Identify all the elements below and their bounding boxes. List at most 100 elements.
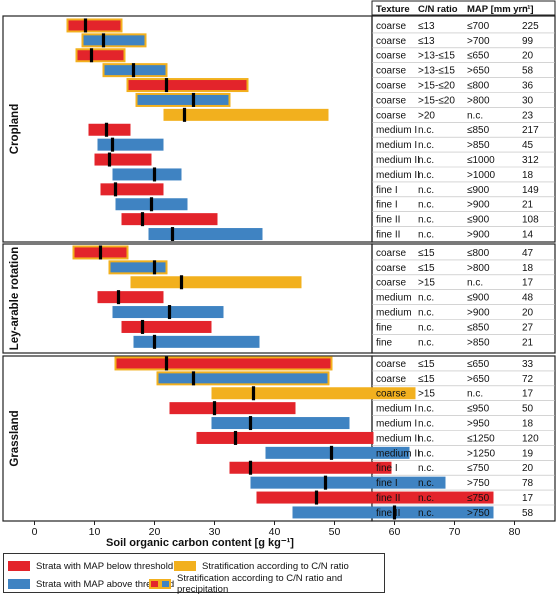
cell-n: 20 (522, 463, 534, 474)
median-marker (98, 245, 103, 260)
cell-n: 14 (522, 230, 534, 241)
x-tick-label: 50 (329, 526, 341, 538)
cell-map: ≤950 (467, 404, 490, 415)
table-frame (371, 243, 556, 354)
cell-texture: medium II (376, 433, 420, 444)
cell-cn-ratio: n.c. (418, 308, 434, 319)
cell-cn-ratio: n.c. (418, 215, 434, 226)
cell-n: 108 (522, 215, 539, 226)
x-tick-label: 30 (209, 526, 221, 538)
cell-map: n.c. (467, 278, 483, 289)
bar (148, 228, 263, 241)
cell-texture: coarse (376, 248, 406, 259)
cell-cn-ratio: n.c. (418, 140, 434, 151)
cell-texture: medium I (376, 419, 417, 430)
cell-n: 23 (522, 110, 534, 121)
bar (81, 33, 147, 48)
bar (75, 48, 126, 63)
cell-map: ≤650 (467, 51, 490, 62)
median-marker (329, 445, 334, 460)
cell-cn-ratio: >15 (418, 278, 435, 289)
median-marker (233, 430, 238, 445)
cell-map: >750 (467, 478, 490, 489)
table-header-0: Texture (376, 4, 410, 15)
cell-map: ≤800 (467, 248, 490, 259)
cell-n: 312 (522, 155, 539, 166)
cell-texture: fine II (376, 215, 400, 226)
bar (211, 417, 350, 430)
table-header-box (371, 0, 556, 16)
bar (229, 461, 392, 474)
cell-map: ≤850 (467, 125, 490, 136)
bar (94, 153, 152, 166)
cell-map: ≤900 (467, 185, 490, 196)
cell-n: 45 (522, 140, 534, 151)
cell-cn-ratio: ≤13 (418, 36, 435, 47)
cell-n: 18 (522, 419, 534, 430)
cell-texture: fine (376, 322, 393, 333)
table-frame (371, 15, 556, 243)
legend-item-combo: Stratification according to C/N ratio an… (149, 573, 384, 595)
cell-map: >650 (467, 374, 490, 385)
legend-swatch-above (8, 579, 30, 589)
bar (163, 108, 329, 121)
bar (97, 291, 164, 304)
bar (256, 491, 494, 504)
cell-map: ≤900 (467, 293, 490, 304)
cell-n: 33 (522, 359, 534, 370)
cell-map: >1000 (467, 170, 496, 181)
cell-map: >700 (467, 36, 490, 47)
median-marker (131, 63, 136, 78)
legend-swatch-below (8, 561, 30, 571)
median-marker (149, 197, 154, 212)
cell-texture: medium I (376, 125, 417, 136)
median-marker (167, 305, 172, 320)
bar (100, 183, 164, 196)
legend-swatch-cn (174, 561, 196, 571)
bar (88, 123, 131, 136)
cell-cn-ratio: n.c. (418, 230, 434, 241)
cell-n: 36 (522, 81, 534, 92)
median-marker (392, 505, 397, 520)
cell-texture: coarse (376, 278, 406, 289)
cell-texture: medium II (376, 155, 420, 166)
cell-n: 18 (522, 263, 534, 274)
cell-map: >850 (467, 337, 490, 348)
cell-texture: fine I (376, 200, 398, 211)
median-marker (170, 227, 175, 242)
median-marker (140, 319, 145, 334)
cell-cn-ratio: >13-≤15 (418, 66, 455, 77)
bar (156, 371, 330, 386)
median-marker (314, 490, 319, 505)
cell-texture: coarse (376, 359, 406, 370)
bar (265, 446, 410, 459)
legend-item-above: Strata with MAP above threshold (8, 578, 174, 590)
bar (130, 276, 302, 289)
cell-cn-ratio: >15 (418, 389, 435, 400)
cell-n: 20 (522, 308, 534, 319)
x-tick-label: 40 (269, 526, 281, 538)
bar (121, 213, 218, 226)
cell-n: 17 (522, 389, 534, 400)
cell-texture: medium (376, 308, 412, 319)
x-tick-label: 70 (449, 526, 461, 538)
cell-n: 99 (522, 36, 534, 47)
cell-n: 225 (522, 21, 539, 32)
cell-texture: medium I (376, 404, 417, 415)
cell-cn-ratio: ≤15 (418, 248, 435, 259)
group-label: Ley-arable rotation (9, 247, 21, 351)
cell-map: >900 (467, 230, 490, 241)
cell-n: 19 (522, 448, 534, 459)
x-axis-label: Soil organic carbon content [g kg⁻¹] (106, 537, 294, 549)
cell-cn-ratio: n.c. (418, 155, 434, 166)
bar (135, 92, 231, 107)
cell-n: 17 (522, 493, 534, 504)
median-marker (179, 275, 184, 290)
median-marker (182, 107, 187, 122)
median-marker (191, 92, 196, 107)
cell-map: >800 (467, 95, 490, 106)
cell-n: 120 (522, 433, 539, 444)
cell-cn-ratio: n.c. (418, 478, 434, 489)
cell-texture: fine I (376, 185, 398, 196)
cell-n: 17 (522, 278, 534, 289)
